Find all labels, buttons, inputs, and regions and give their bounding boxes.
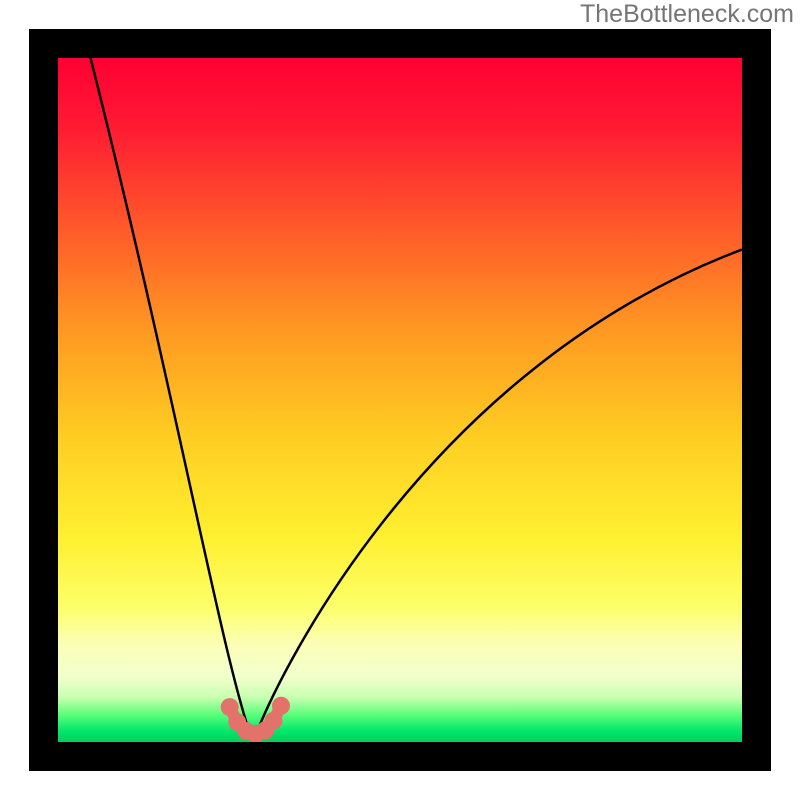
gradient-background [58, 58, 742, 742]
watermark-text: TheBottleneck.com [580, 0, 794, 29]
chart-container: TheBottleneck.com [0, 0, 800, 800]
bottleneck-chart [0, 0, 800, 800]
marker-dot [272, 697, 290, 715]
